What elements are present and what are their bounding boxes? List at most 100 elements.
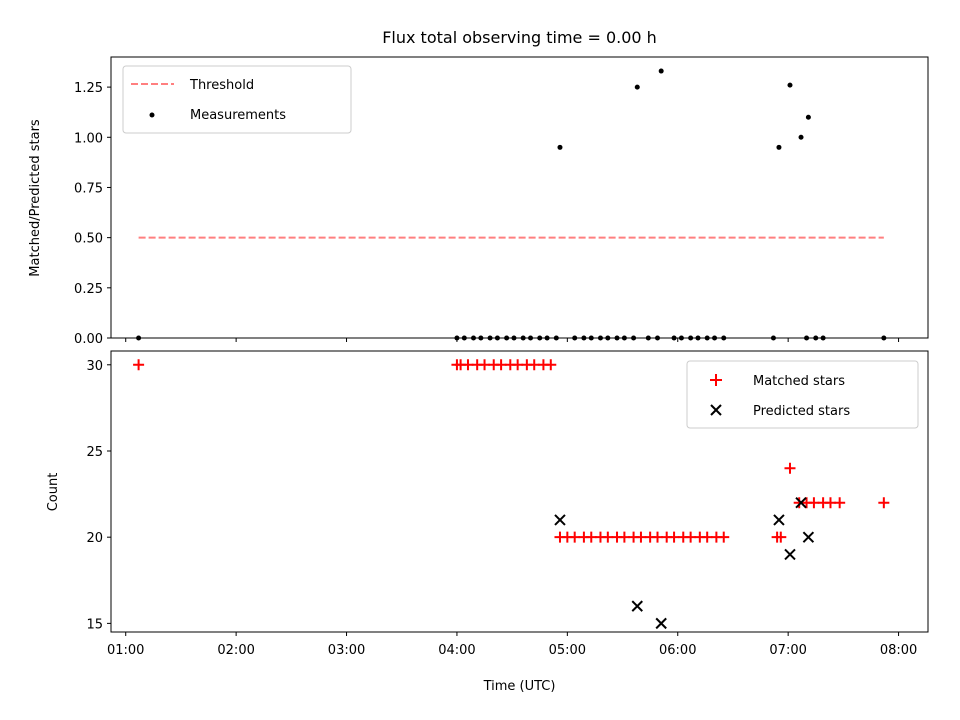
chart-title: Flux total observing time = 0.00 h <box>382 28 657 47</box>
measurements-legend-swatch <box>149 112 155 118</box>
predicted-stars-point <box>631 600 643 612</box>
measurements-point <box>776 144 782 150</box>
top-y-tick-label: 0.00 <box>74 332 103 347</box>
bottom-y-tick-label: 25 <box>86 445 103 460</box>
top-y-axis: 0.00 0.25 0.50 0.75 1.00 1.25 <box>74 81 111 347</box>
bottom-y-tick-label: 15 <box>86 617 103 632</box>
matched-stars-point <box>784 462 796 474</box>
predicted-stars-legend-label: Predicted stars <box>753 404 850 419</box>
measurements-point <box>655 335 661 341</box>
top-y-axis-label: Matched/Predicted stars <box>28 119 43 277</box>
matched-stars-point <box>512 359 524 371</box>
bottom-legend: Matched stars Predicted stars <box>686 360 919 429</box>
x-axis-label: Time (UTC) <box>483 679 556 694</box>
measurements-point <box>537 335 543 341</box>
measurements-point <box>553 335 559 341</box>
bottom-x-axis: 01:00 02:00 03:00 04:00 05:00 06:00 07:00 08:00 <box>107 632 917 658</box>
top-legend: Threshold Measurements <box>122 65 352 134</box>
measurements-point <box>614 335 620 341</box>
bottom-plot-frame <box>110 350 929 633</box>
measurements-point <box>671 335 677 341</box>
measurements-point <box>461 335 467 341</box>
measurements-point <box>478 335 484 341</box>
x-tick-label: 04:00 <box>438 643 475 658</box>
top-plot-area <box>136 68 887 341</box>
measurements-point <box>634 84 640 90</box>
matched-stars-point <box>652 531 664 543</box>
measurements-point <box>454 335 460 341</box>
measurements-point <box>494 335 500 341</box>
bottom-plot-area <box>133 359 890 630</box>
matched-stars-point <box>602 531 614 543</box>
matched-stars-point <box>878 497 890 509</box>
matched-stars-legend-label: Matched stars <box>753 374 845 389</box>
matched-stars-point <box>585 531 597 543</box>
measurements-point <box>528 335 534 341</box>
measurements-point <box>581 335 587 341</box>
matched-stars-point <box>775 531 787 543</box>
measurements-point <box>787 82 793 88</box>
top-plot-frame <box>110 56 929 339</box>
measurements-point <box>704 335 710 341</box>
x-tick-label: 05:00 <box>549 643 586 658</box>
measurements-point <box>520 335 526 341</box>
measurements-point <box>645 335 651 341</box>
top-y-tick-label: 1.00 <box>74 131 103 146</box>
top-y-tick-label: 0.25 <box>74 282 103 297</box>
matched-stars-point <box>495 359 507 371</box>
measurements-point <box>770 335 776 341</box>
matched-stars-point <box>635 531 647 543</box>
predicted-stars-point <box>773 514 785 526</box>
matched-stars-point <box>808 497 820 509</box>
measurements-point <box>678 335 684 341</box>
x-tick-label: 08:00 <box>880 643 917 658</box>
measurements-point <box>621 335 627 341</box>
measurements-point <box>597 335 603 341</box>
measurements-point <box>813 335 819 341</box>
measurements-point <box>804 335 810 341</box>
measurements-point <box>487 335 493 341</box>
matched-stars-point <box>133 359 145 371</box>
measurements-point <box>721 335 727 341</box>
bottom-y-axis-label: Count <box>46 473 61 512</box>
x-tick-label: 06:00 <box>659 643 696 658</box>
predicted-stars-point <box>554 514 566 526</box>
bottom-y-tick-label: 30 <box>86 359 103 374</box>
matched-stars-point <box>462 359 474 371</box>
matched-stars-point <box>545 359 557 371</box>
measurements-point <box>658 68 664 74</box>
measurements-point <box>504 335 510 341</box>
measurements-point <box>881 335 887 341</box>
measurements-point <box>631 335 637 341</box>
bottom-y-axis: 15 20 25 30 <box>86 359 111 632</box>
x-tick-label: 01:00 <box>107 643 144 658</box>
measurements-point <box>544 335 550 341</box>
bottom-y-tick-label: 20 <box>86 531 103 546</box>
x-tick-label: 03:00 <box>328 643 365 658</box>
top-y-tick-label: 0.50 <box>74 232 103 247</box>
matched-stars-point <box>668 531 680 543</box>
measurements-point <box>605 335 611 341</box>
measurements-point <box>688 335 694 341</box>
x-tick-label: 07:00 <box>769 643 806 658</box>
measurements-point <box>820 335 826 341</box>
matched-stars-point <box>834 497 846 509</box>
top-y-tick-label: 1.25 <box>74 81 103 96</box>
top-y-tick-label: 0.75 <box>74 181 103 196</box>
predicted-stars-point <box>802 531 815 543</box>
measurements-point <box>805 114 811 120</box>
matched-stars-point <box>569 531 581 543</box>
matched-stars-point <box>701 531 713 543</box>
predicted-stars-legend-swatch <box>710 404 722 416</box>
measurements-point <box>572 335 578 341</box>
measurements-point <box>712 335 718 341</box>
measurements-point <box>136 335 142 341</box>
top-x-axis <box>125 338 900 342</box>
matched-stars-point <box>824 497 836 509</box>
measurements-point <box>695 335 701 341</box>
matched-stars-point <box>528 359 540 371</box>
predicted-stars-point <box>784 548 796 561</box>
predicted-stars-point <box>795 496 807 509</box>
matched-stars-point <box>718 531 730 543</box>
